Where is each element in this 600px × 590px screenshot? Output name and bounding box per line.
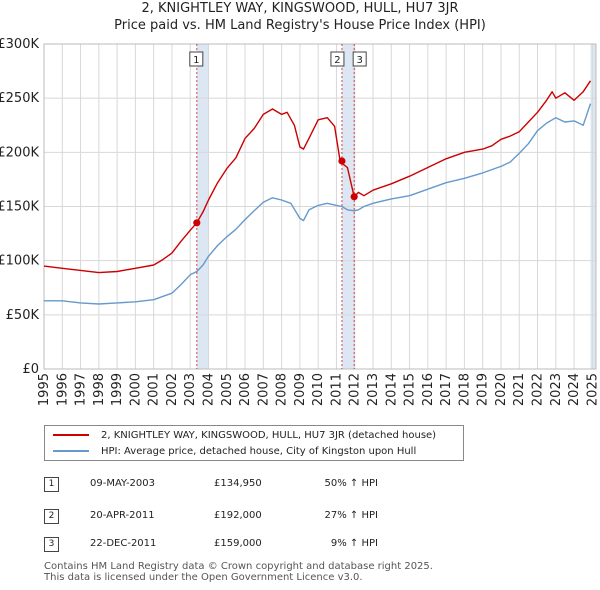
x-tick-label: 1998 bbox=[92, 373, 107, 406]
sale-price: £159,000 bbox=[214, 538, 262, 549]
x-tick-label: 2017 bbox=[439, 373, 454, 406]
sale-date: 09-MAY-2003 bbox=[90, 478, 156, 489]
x-tick-label: 2015 bbox=[403, 373, 418, 406]
y-tick-label: £200K bbox=[0, 145, 39, 160]
x-tick-label: 2009 bbox=[293, 373, 308, 406]
chart-title: 2, KNIGHTLEY WAY, KINGSWOOD, HULL, HU7 3… bbox=[0, 0, 600, 34]
legend-label-hpi: HPI: Average price, detached house, City… bbox=[101, 446, 417, 457]
sale-row: 3 22-DEC-2011 £159,000 9% ↑ HPI bbox=[40, 534, 440, 554]
x-tick-label: 1997 bbox=[74, 373, 89, 406]
x-tick-label: 2010 bbox=[311, 373, 326, 406]
y-tick-label: £50K bbox=[6, 308, 40, 323]
x-tick-label: 2002 bbox=[165, 373, 180, 406]
sale-date: 20-APR-2011 bbox=[90, 510, 155, 521]
legend-item-property: 2, KNIGHTLEY WAY, KINGSWOOD, HULL, HU7 3… bbox=[53, 428, 436, 444]
x-tick-label: 1996 bbox=[55, 373, 70, 406]
sale-label-text: 3 bbox=[356, 55, 362, 66]
sale-number-badge: 2 bbox=[44, 509, 59, 524]
x-tick-label: 2005 bbox=[220, 373, 235, 406]
legend-swatch-hpi bbox=[53, 450, 89, 452]
sale-number-badge: 3 bbox=[44, 537, 59, 552]
x-tick-label: 2025 bbox=[585, 373, 600, 406]
title-line-1: 2, KNIGHTLEY WAY, KINGSWOOD, HULL, HU7 3… bbox=[141, 1, 459, 16]
x-tick-label: 2006 bbox=[238, 373, 253, 406]
sale-label-box bbox=[352, 51, 367, 67]
sale-hpi-change: 50% ↑ HPI bbox=[324, 478, 378, 489]
legend-label-property: 2, KNIGHTLEY WAY, KINGSWOOD, HULL, HU7 3… bbox=[101, 430, 437, 441]
y-tick-label: £300K bbox=[0, 37, 39, 52]
x-tick-label: 2001 bbox=[147, 373, 162, 406]
x-tick-label: 2004 bbox=[202, 373, 217, 406]
sale-label-text: 1 bbox=[193, 55, 199, 66]
sale-hpi-change: 27% ↑ HPI bbox=[324, 510, 378, 521]
x-tick-label: 1995 bbox=[37, 373, 52, 406]
x-tick-label: 2008 bbox=[275, 373, 290, 406]
footer: Contains HM Land Registry data © Crown c… bbox=[44, 561, 433, 583]
x-tick-label: 2007 bbox=[256, 373, 271, 406]
x-tick-label: 2014 bbox=[384, 373, 399, 406]
chart-svg: £0 £50K £100K £150K £200K £250K £300K 1995 1996 1… bbox=[0, 37, 600, 406]
y-tick-label: £0 bbox=[22, 362, 39, 377]
y-tick-label: £100K bbox=[0, 254, 39, 269]
x-tick-label: 2021 bbox=[512, 373, 527, 406]
x-tick-label: 2003 bbox=[183, 373, 198, 406]
x-tick-label: 2019 bbox=[476, 373, 491, 406]
sale-row: 1 09-MAY-2003 £134,950 50% ↑ HPI bbox=[40, 474, 440, 494]
x-tick-label: 2000 bbox=[128, 373, 143, 406]
sale-hpi-change: 9% ↑ HPI bbox=[330, 538, 378, 549]
footer-line-2: This data is licensed under the Open Gov… bbox=[44, 572, 363, 583]
sale-point bbox=[350, 193, 358, 201]
x-tick-label: 2020 bbox=[494, 373, 509, 406]
x-tick-label: 1999 bbox=[110, 373, 125, 406]
x-tick-label: 2022 bbox=[531, 373, 546, 406]
legend-item-hpi: HPI: Average price, detached house, City… bbox=[53, 444, 416, 460]
y-tick-label: £150K bbox=[0, 200, 39, 215]
sale-price: £134,950 bbox=[214, 478, 262, 489]
sale-point bbox=[338, 157, 346, 165]
sale-row: 2 20-APR-2011 £192,000 27% ↑ HPI bbox=[40, 506, 440, 526]
sale-date: 22-DEC-2011 bbox=[90, 538, 157, 549]
title-line-2: Price paid vs. HM Land Registry's House … bbox=[114, 18, 486, 33]
x-tick-label: 2023 bbox=[549, 373, 564, 406]
x-tick-label: 2013 bbox=[366, 373, 381, 406]
legend-swatch-property bbox=[53, 434, 89, 436]
sale-label-box bbox=[189, 51, 204, 67]
x-tick-label: 2016 bbox=[421, 373, 436, 406]
x-tick-label: 2011 bbox=[329, 373, 344, 406]
sale-price: £192,000 bbox=[214, 510, 262, 521]
x-tick-label: 2018 bbox=[457, 373, 472, 406]
plot-frame bbox=[43, 43, 597, 370]
footer-line-1: Contains HM Land Registry data © Crown c… bbox=[44, 561, 433, 572]
series-line bbox=[43, 80, 592, 274]
legend: 2, KNIGHTLEY WAY, KINGSWOOD, HULL, HU7 3… bbox=[44, 425, 464, 461]
sale-label-text: 2 bbox=[334, 55, 340, 66]
x-tick-label: 2012 bbox=[348, 373, 363, 406]
sale-number-badge: 1 bbox=[44, 477, 59, 492]
sale-point bbox=[193, 219, 201, 227]
y-tick-label: £250K bbox=[0, 91, 39, 106]
series-line bbox=[44, 103, 592, 305]
sale-label-box bbox=[330, 51, 345, 67]
x-tick-label: 2024 bbox=[567, 373, 582, 406]
